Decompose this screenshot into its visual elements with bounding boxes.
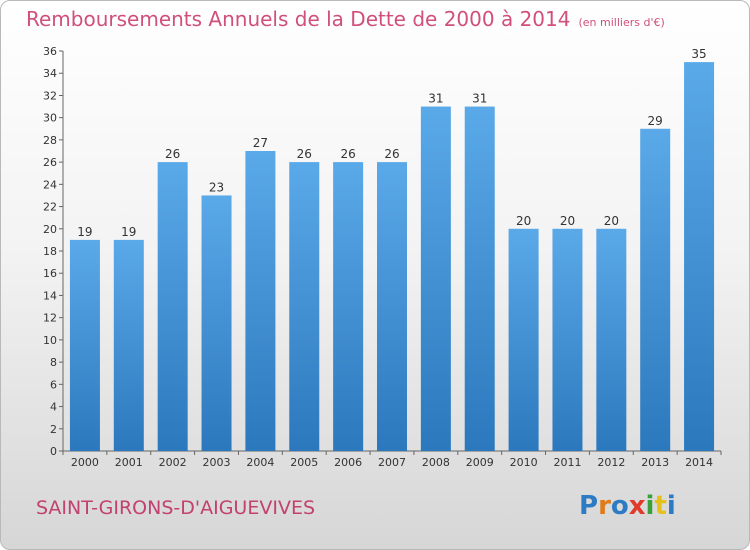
x-tick-label: 2001 <box>115 456 143 469</box>
logo-letter: P <box>579 491 599 521</box>
y-tick-label: 10 <box>43 334 57 347</box>
data-label: 26 <box>165 147 180 161</box>
y-tick-label: 2 <box>50 423 57 436</box>
y-tick-label: 26 <box>43 156 57 169</box>
data-label: 26 <box>297 147 312 161</box>
x-tick-label: 2005 <box>290 456 318 469</box>
data-label: 35 <box>691 47 706 61</box>
x-tick-label: 2008 <box>422 456 450 469</box>
chart-title-text: Remboursements Annuels de la Dette de 20… <box>26 7 571 31</box>
y-tick-label: 30 <box>43 112 57 125</box>
logo-letter: r <box>598 491 611 521</box>
data-label: 31 <box>472 92 487 106</box>
y-tick-label: 22 <box>43 201 57 214</box>
data-label: 20 <box>604 214 619 228</box>
bar <box>596 228 627 451</box>
data-label: 31 <box>428 92 443 106</box>
bar <box>245 151 276 451</box>
data-label: 26 <box>384 147 399 161</box>
x-tick-label: 2009 <box>466 456 494 469</box>
bar <box>377 162 407 451</box>
logo-letter: i <box>645 491 655 521</box>
bar <box>333 162 364 451</box>
x-tick-label: 2011 <box>553 456 581 469</box>
chart-title: Remboursements Annuels de la Dette de 20… <box>26 7 665 31</box>
data-label: 23 <box>209 180 224 194</box>
data-label: 29 <box>648 114 663 128</box>
data-label: 20 <box>560 214 575 228</box>
data-label: 26 <box>340 147 355 161</box>
x-tick-label: 2010 <box>510 456 538 469</box>
x-tick-label: 2014 <box>685 456 713 469</box>
x-tick-label: 2003 <box>203 456 231 469</box>
logo-letter: x <box>628 491 646 521</box>
data-label: 20 <box>516 214 531 228</box>
y-tick-label: 18 <box>43 245 57 258</box>
y-tick-label: 28 <box>43 134 57 147</box>
y-tick-label: 34 <box>43 67 57 80</box>
x-tick-label: 2012 <box>597 456 625 469</box>
bar <box>157 162 188 451</box>
commune-name: SAINT-GIRONS-D'AIGUEVIVES <box>36 497 316 519</box>
bar <box>113 239 144 451</box>
bar <box>69 239 100 451</box>
y-tick-label: 24 <box>43 178 57 191</box>
proxiti-logo[interactable]: Proxiti <box>579 491 676 521</box>
data-label: 27 <box>253 136 268 150</box>
logo-letter: i <box>666 491 676 521</box>
y-tick-label: 0 <box>50 445 57 458</box>
data-label: 19 <box>121 225 136 239</box>
bar <box>684 62 715 451</box>
bar <box>552 228 583 451</box>
x-tick-label: 2004 <box>246 456 274 469</box>
y-tick-label: 12 <box>43 312 57 325</box>
bar <box>201 195 232 451</box>
y-tick-label: 8 <box>50 356 57 369</box>
bar <box>508 228 539 451</box>
logo-letter: o <box>610 491 629 521</box>
logo-letter: t <box>654 491 667 521</box>
y-tick-label: 6 <box>50 378 57 391</box>
bar <box>420 106 451 452</box>
y-tick-label: 20 <box>43 223 57 236</box>
bar <box>464 106 495 452</box>
x-tick-label: 2002 <box>159 456 187 469</box>
data-label: 19 <box>77 225 92 239</box>
x-tick-label: 2013 <box>641 456 669 469</box>
y-tick-label: 14 <box>43 289 57 302</box>
bar <box>640 128 671 451</box>
y-tick-label: 32 <box>43 89 57 102</box>
chart-unit: (en milliers d'€) <box>578 16 665 29</box>
x-tick-label: 2007 <box>378 456 406 469</box>
y-tick-label: 36 <box>43 45 57 58</box>
y-tick-label: 16 <box>43 267 57 280</box>
x-tick-label: 2006 <box>334 456 362 469</box>
x-tick-label: 2000 <box>71 456 99 469</box>
bar <box>289 162 320 451</box>
y-tick-label: 4 <box>50 401 57 414</box>
